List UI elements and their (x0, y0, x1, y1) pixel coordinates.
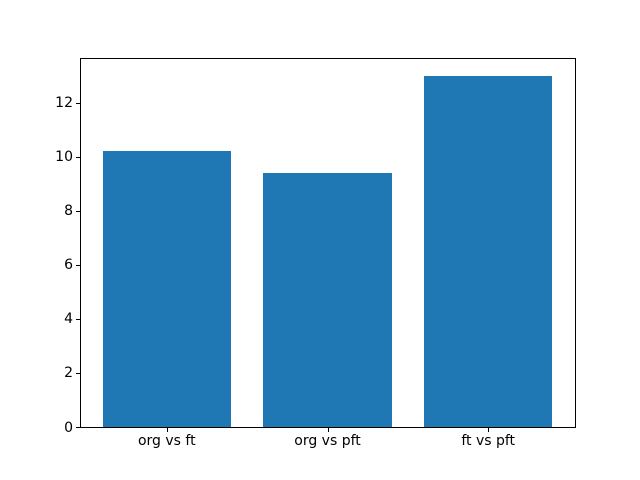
x-tick-label: ft vs pft (461, 433, 516, 449)
axis-spine-bottom (80, 427, 576, 428)
bar-org-vs-pft (263, 172, 392, 427)
y-axis-tick (76, 373, 80, 374)
y-axis-tick (76, 211, 80, 212)
y-axis-tick (76, 427, 80, 428)
y-tick-label: 6 (64, 257, 73, 274)
axis-spine-top (80, 58, 576, 59)
bar-org-vs-ft (102, 151, 232, 427)
y-tick-label: 2 (64, 365, 73, 382)
x-axis-tick (328, 428, 329, 432)
y-tick-label: 4 (64, 311, 73, 328)
y-axis-tick (76, 265, 80, 266)
axis-spine-left (80, 58, 81, 428)
x-axis-tick (488, 428, 489, 432)
y-tick-label: 8 (64, 203, 73, 220)
y-tick-label: 0 (64, 419, 73, 436)
x-axis-tick (167, 428, 168, 432)
x-tick-label: org vs pft (294, 433, 361, 449)
y-tick-label: 10 (55, 149, 73, 166)
bar-ft-vs-pft (423, 75, 553, 427)
x-tick-label: org vs ft (137, 433, 196, 449)
y-axis-tick (76, 319, 80, 320)
y-tick-label: 12 (55, 95, 73, 112)
y-axis-tick (76, 157, 80, 158)
axis-spine-right (575, 58, 576, 428)
y-axis-tick (76, 103, 80, 104)
